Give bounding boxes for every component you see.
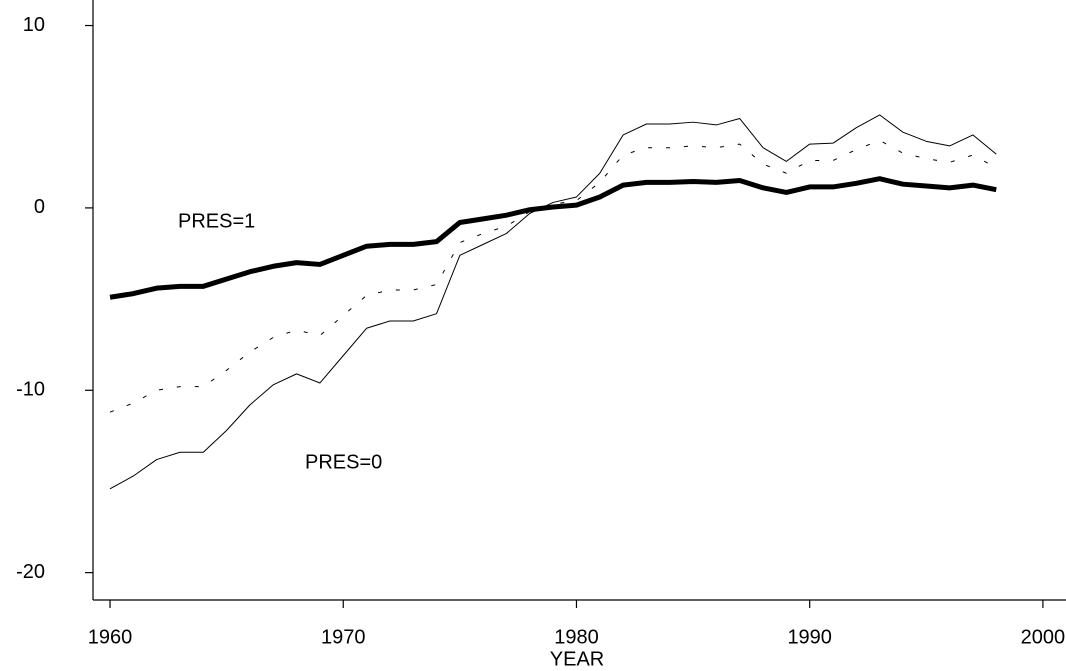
x-axis-label: YEAR [550,648,604,670]
y-tick-label: -10 [16,379,45,401]
x-tick-label: 1960 [88,626,133,648]
y-tick-label: -20 [16,561,45,583]
x-tick-label: 1970 [321,626,366,648]
line-series [109,176,997,300]
x-tick-label: 1990 [787,626,832,648]
line-series [109,114,997,490]
series-label: PRES=1 [178,210,255,232]
y-tick-label: 0 [34,196,45,218]
x-tick-label: 1980 [554,626,599,648]
series-label: PRES=0 [305,451,382,473]
x-tick-label: 2000 [1021,626,1066,648]
y-tick-label: 10 [23,14,45,36]
line-series [109,139,997,413]
